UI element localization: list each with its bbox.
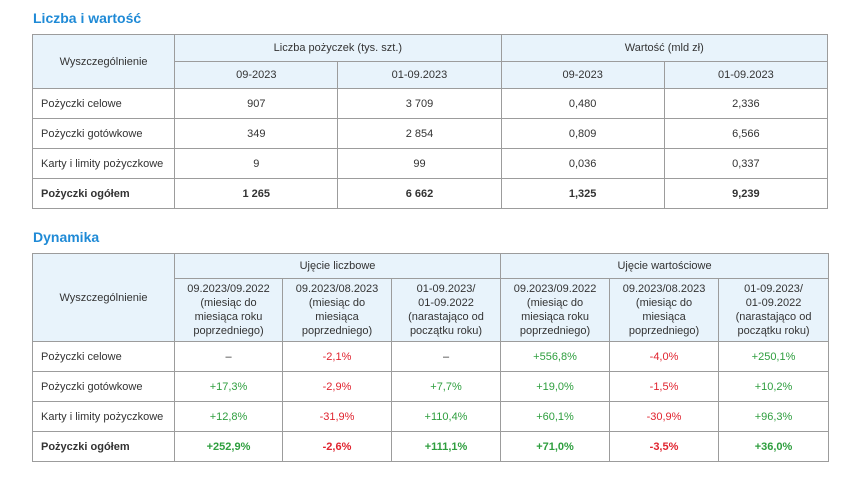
row-label: Pożyczki gotówkowe bbox=[31, 118, 176, 149]
table-cell: 907 bbox=[174, 88, 339, 119]
table-cell: 3 709 bbox=[337, 88, 502, 119]
table-cell: +556,8% bbox=[500, 341, 611, 372]
header-period: 01-09.2023 bbox=[337, 61, 502, 89]
header-period: 09-2023 bbox=[174, 61, 339, 89]
table-row: Pożyczki gotówkowe 349 2 854 0,809 6,566 bbox=[31, 118, 829, 149]
table-cell: +250,1% bbox=[718, 341, 830, 372]
table-row-total: Pożyczki ogółem +252,9% -2,6% +111,1% +7… bbox=[32, 431, 830, 462]
table-row: Karty i limity pożyczkowe +12,8% -31,9% … bbox=[32, 401, 830, 432]
table-cell: 0,480 bbox=[500, 88, 665, 119]
table-cell: 1 265 bbox=[174, 178, 339, 209]
table-cell: -2,1% bbox=[282, 341, 392, 372]
table-cell: 9 bbox=[174, 148, 339, 179]
table-cell: 1,325 bbox=[500, 178, 665, 209]
header-row-label: Wyszczególnienie bbox=[32, 253, 175, 342]
table-cell: 6 662 bbox=[337, 178, 502, 209]
header-period: 01-09.2023 bbox=[663, 61, 829, 89]
row-label: Karty i limity pożyczkowe bbox=[31, 148, 176, 179]
table-cell: 0,337 bbox=[663, 148, 829, 179]
header-period: 09-2023 bbox=[500, 61, 665, 89]
table-row-total: Pożyczki ogółem 1 265 6 662 1,325 9,239 bbox=[31, 178, 829, 209]
table-cell: +96,3% bbox=[718, 401, 830, 432]
table-row: Pożyczki gotówkowe +17,3% -2,9% +7,7% +1… bbox=[32, 371, 830, 402]
table-cell: -4,0% bbox=[609, 341, 720, 372]
header-group-count: Liczba pożyczek (tys. szt.) bbox=[174, 34, 502, 62]
header-period: 09.2023/09.2022 (miesiąc do miesiąca roku p… bbox=[174, 278, 283, 342]
table-cell: +36,0% bbox=[718, 431, 830, 462]
header-period: 09.2023/08.2023 (miesiąc do miesiąca poprz… bbox=[282, 278, 392, 342]
table-row: Karty i limity pożyczkowe 9 99 0,036 0,3… bbox=[31, 148, 829, 179]
section-title-liczba: Liczba i wartość bbox=[33, 10, 142, 26]
header-period: 09.2023/09.2022 (miesiąc do miesiąca roku p… bbox=[500, 278, 611, 342]
table-cell: -2,9% bbox=[282, 371, 392, 402]
table-row: Pożyczki celowe – -2,1% – +556,8% -4,0% … bbox=[32, 341, 830, 372]
table-cell: -30,9% bbox=[609, 401, 720, 432]
row-label: Pożyczki ogółem bbox=[31, 178, 176, 209]
row-label: Pożyczki ogółem bbox=[32, 431, 175, 462]
table-cell: +252,9% bbox=[174, 431, 283, 462]
section-title-dynamika: Dynamika bbox=[33, 229, 100, 245]
table-cell: -3,5% bbox=[609, 431, 720, 462]
table-cell: +71,0% bbox=[500, 431, 611, 462]
table-cell: -31,9% bbox=[282, 401, 392, 432]
table-cell: -2,6% bbox=[282, 431, 392, 462]
table-cell: 2,336 bbox=[663, 88, 829, 119]
table-row: Pożyczki celowe 907 3 709 0,480 2,336 bbox=[31, 88, 829, 119]
header-period: 01-09.2023/01-09.2022 (narastająco od pocz… bbox=[390, 278, 502, 342]
row-label: Pożyczki celowe bbox=[31, 88, 176, 119]
table-cell: +60,1% bbox=[500, 401, 611, 432]
row-label: Pożyczki gotówkowe bbox=[32, 371, 175, 402]
table-cell: 2 854 bbox=[337, 118, 502, 149]
table-cell: 349 bbox=[174, 118, 339, 149]
header-group-count: Ujęcie liczbowe bbox=[173, 253, 502, 279]
table-cell: 6,566 bbox=[663, 118, 829, 149]
header-group-value: Wartość (mld zł) bbox=[500, 34, 829, 62]
header-period: 09.2023/08.2023 (miesiąc do miesiąca poprz… bbox=[609, 278, 720, 342]
table-cell: 0,809 bbox=[500, 118, 665, 149]
table-cell: +10,2% bbox=[718, 371, 830, 402]
table-cell: +7,7% bbox=[390, 371, 502, 402]
header-group-value: Ujęcie wartościowe bbox=[500, 253, 830, 279]
table-cell: +19,0% bbox=[500, 371, 611, 402]
table-cell: +17,3% bbox=[174, 371, 283, 402]
table-cell: – bbox=[174, 341, 283, 372]
table-cell: +12,8% bbox=[174, 401, 283, 432]
table-cell: 99 bbox=[337, 148, 502, 179]
header-row-label: Wyszczególnienie bbox=[31, 34, 176, 89]
row-label: Karty i limity pożyczkowe bbox=[32, 401, 175, 432]
table-cell: -1,5% bbox=[609, 371, 720, 402]
table-cell: – bbox=[390, 341, 502, 372]
table-cell: 9,239 bbox=[663, 178, 829, 209]
header-period: 01-09.2023/01-09.2022 (narastająco od pocz… bbox=[718, 278, 830, 342]
table-cell: 0,036 bbox=[500, 148, 665, 179]
table-cell: +110,4% bbox=[390, 401, 502, 432]
table-liczba-wartosc: Wyszczególnienie Liczba pożyczek (tys. s… bbox=[31, 34, 829, 209]
row-label: Pożyczki celowe bbox=[32, 341, 175, 372]
table-cell: +111,1% bbox=[390, 431, 502, 462]
table-dynamika: Wyszczególnienie Ujęcie liczbowe Ujęcie … bbox=[32, 253, 830, 462]
